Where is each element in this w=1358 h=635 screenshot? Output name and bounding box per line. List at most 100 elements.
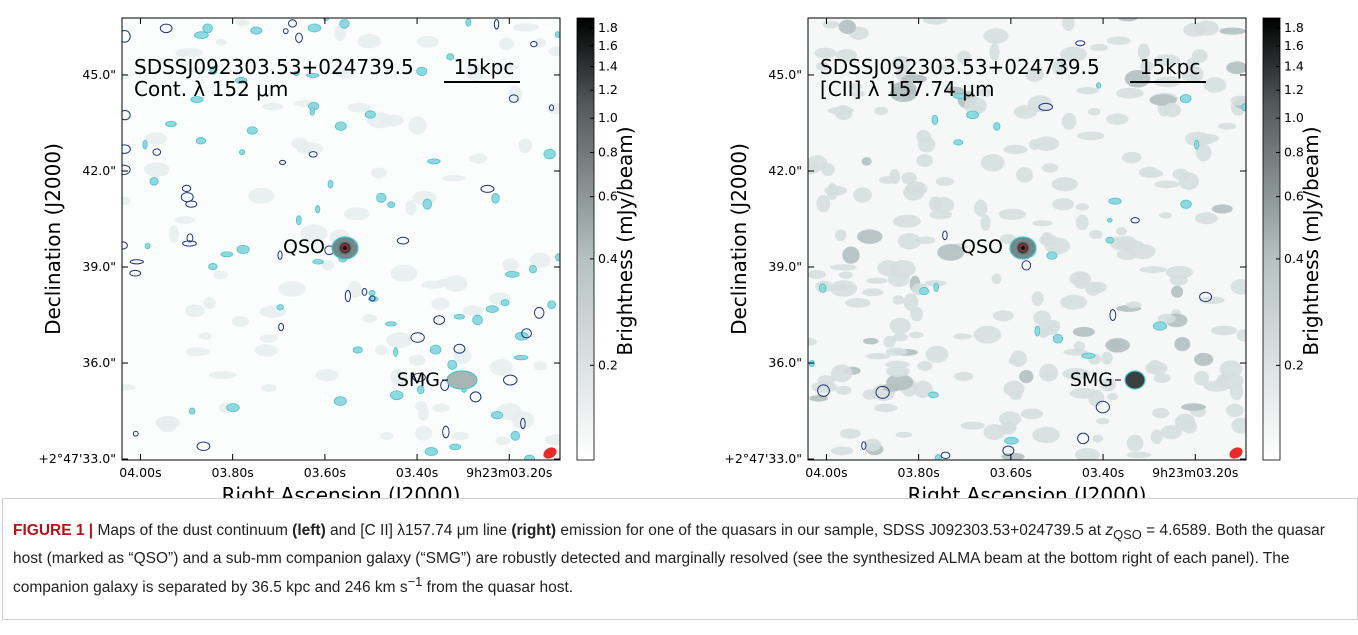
noise-blob bbox=[862, 337, 879, 345]
noise-contour bbox=[293, 70, 300, 77]
caption-text: from the quasar host. bbox=[422, 579, 574, 597]
noise-blob bbox=[343, 207, 370, 221]
noise-contour bbox=[239, 149, 246, 156]
noise-blob bbox=[1033, 310, 1051, 325]
noise-blob bbox=[824, 185, 847, 196]
noise-blob bbox=[882, 383, 902, 392]
noise-contour bbox=[524, 454, 535, 460]
noise-blob bbox=[1118, 18, 1138, 22]
noise-blob bbox=[1019, 369, 1034, 384]
noise-blob bbox=[1148, 359, 1163, 373]
caption-text: z bbox=[1105, 522, 1114, 539]
noise-contour bbox=[220, 251, 234, 258]
noise-contour bbox=[818, 283, 827, 293]
negative-contour bbox=[282, 28, 289, 35]
noise-contour bbox=[1179, 94, 1192, 104]
colorbar-tick-label: 0.4 bbox=[598, 251, 618, 266]
noise-blob bbox=[332, 68, 345, 76]
negative-contour bbox=[361, 287, 368, 296]
noise-contour bbox=[1180, 199, 1192, 209]
noise-blob bbox=[1160, 425, 1182, 440]
noise-blob bbox=[816, 194, 831, 213]
noise-blob bbox=[122, 384, 136, 391]
negative-contour bbox=[186, 233, 194, 243]
noise-blob bbox=[1020, 408, 1044, 420]
caption-text: = 4.6589. Both the quasar host (marked a… bbox=[13, 522, 1325, 597]
negative-contour bbox=[122, 110, 131, 121]
noise-blob bbox=[905, 181, 928, 197]
negative-contour bbox=[396, 236, 410, 245]
noise-blob bbox=[893, 214, 921, 228]
noise-blob bbox=[415, 426, 433, 441]
negative-contour bbox=[508, 94, 519, 103]
noise-blob bbox=[371, 167, 388, 179]
noise-blob bbox=[1191, 49, 1208, 63]
noise-blob bbox=[892, 295, 905, 305]
noise-contour bbox=[1004, 436, 1019, 445]
noise-blob bbox=[1075, 203, 1090, 211]
negative-contour bbox=[180, 192, 194, 203]
qso-core bbox=[338, 241, 352, 255]
x-tick-label: 03.80s bbox=[897, 465, 939, 480]
x-axis-label: Right Ascension (J2000) bbox=[908, 483, 1147, 498]
x-tick-label: 9h23m03.20s bbox=[1152, 465, 1238, 480]
map-subtitle: Cont. λ 152 μm bbox=[134, 77, 288, 101]
negative-contour bbox=[344, 289, 351, 303]
negative-contour bbox=[412, 372, 426, 383]
map-noise bbox=[808, 18, 1246, 460]
negative-contour bbox=[875, 385, 890, 399]
noise-blob bbox=[903, 293, 919, 311]
noise-contour bbox=[368, 289, 376, 297]
noise-blob bbox=[1157, 313, 1176, 324]
noise-contour bbox=[364, 110, 376, 119]
noise-blob bbox=[188, 66, 210, 73]
negative-contour bbox=[410, 332, 425, 343]
noise-blob bbox=[530, 252, 551, 268]
noise-blob bbox=[1052, 59, 1069, 76]
noise-blob bbox=[444, 275, 468, 293]
noise-contour bbox=[1105, 236, 1115, 244]
caption-text: emission for one of the quasars in our s… bbox=[556, 522, 1106, 539]
noise-blob bbox=[1226, 61, 1246, 75]
noise-contour bbox=[236, 244, 250, 254]
negative-contour bbox=[181, 184, 192, 193]
noise-contour bbox=[554, 31, 560, 38]
noise-contour bbox=[491, 192, 500, 204]
noise-contour bbox=[333, 396, 347, 406]
negative-contour bbox=[442, 425, 450, 439]
noise-blob bbox=[842, 246, 860, 264]
noise-blob bbox=[1062, 368, 1090, 380]
colorbar-tick-label: 1.6 bbox=[1284, 38, 1304, 53]
noise-blob bbox=[493, 63, 519, 71]
noise-blob bbox=[544, 434, 560, 446]
noise-blob bbox=[1116, 248, 1138, 261]
noise-blob bbox=[1153, 373, 1171, 384]
noise-contour bbox=[953, 92, 966, 99]
negative-contour bbox=[308, 151, 318, 158]
colorbar-tick-label: 1.6 bbox=[598, 38, 618, 53]
noise-contour bbox=[422, 198, 432, 210]
noise-blob bbox=[1193, 370, 1210, 386]
noise-blob bbox=[973, 325, 1002, 344]
noise-contour bbox=[416, 385, 425, 395]
noise-blob bbox=[235, 19, 250, 27]
noise-blob bbox=[1126, 434, 1144, 452]
noise-blob bbox=[213, 270, 228, 280]
noise-contour bbox=[429, 344, 442, 355]
noise-blob bbox=[1230, 279, 1246, 295]
caption-text: Maps of the dust continuum bbox=[93, 522, 293, 539]
caption-text: and [C II] λ157.74 μm line bbox=[325, 522, 512, 539]
negative-contour bbox=[942, 230, 948, 241]
noise-blob bbox=[122, 196, 131, 206]
negative-contour bbox=[530, 40, 538, 48]
noise-contour bbox=[314, 205, 321, 214]
noise-blob bbox=[864, 438, 882, 452]
negative-contour bbox=[152, 148, 162, 156]
y-tick-label: 36.0" bbox=[82, 355, 116, 370]
noise-contour bbox=[202, 23, 213, 34]
colorbar-tick-label: 0.2 bbox=[598, 357, 618, 372]
noise-blob bbox=[838, 19, 857, 34]
y-tick-label: 45.0" bbox=[768, 67, 802, 82]
negative-contour bbox=[182, 240, 197, 247]
